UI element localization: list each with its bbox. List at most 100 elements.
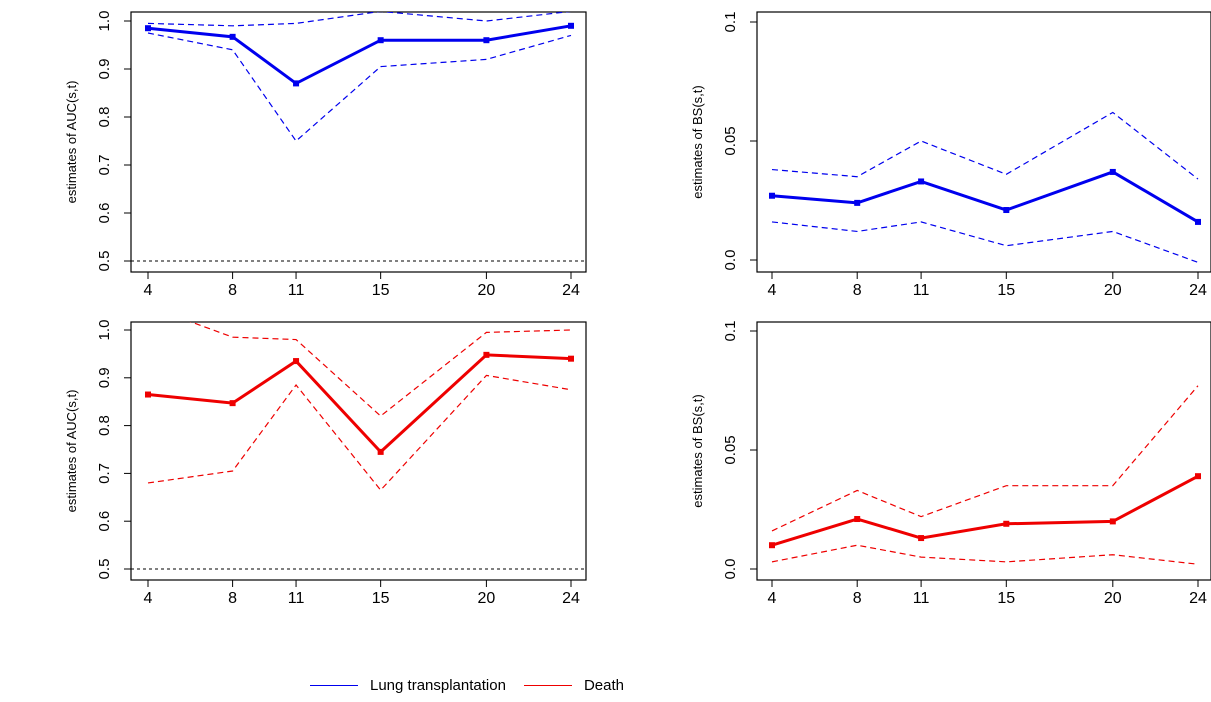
series-line-estimate (147, 24, 572, 86)
y-tick-label: 0.0 (722, 250, 739, 271)
data-point (1109, 168, 1116, 175)
series-line-lower (771, 221, 1199, 263)
x-tick-label: 11 (288, 282, 305, 299)
data-point (145, 391, 151, 398)
legend-item-death: Death (523, 676, 624, 694)
chart-panel-top-right: 4 8 11 15 20 24 0.0 0.05 0.1 estimates of BS(s,t) (690, 11, 1211, 299)
y-tick-label: 0.1 (722, 321, 739, 342)
y-axis-title: estimates of AUC(s,t) (64, 390, 79, 513)
y-tick-label: 0.8 (96, 107, 113, 128)
plot-frame (130, 321, 587, 581)
legend: Lung transplantation Death (310, 674, 630, 696)
y-tick-label: 1.0 (96, 320, 113, 341)
data-point (1003, 207, 1010, 214)
legend-item-lung-transplantation: Lung transplantation (310, 677, 506, 694)
series-line-upper (771, 385, 1199, 532)
legend-label-lung-transplantation: Lung transplantation (370, 676, 506, 694)
data-point (918, 178, 925, 185)
x-tick-label: 24 (1189, 590, 1207, 607)
y-tick-label: 0.1 (722, 12, 739, 33)
data-point (769, 192, 775, 199)
data-point (1109, 518, 1116, 525)
chart-panel-bottom-left: 4 8 11 15 20 24 0.5 0.6 0.7 0.8 0.9 1.0 estimates of… (64, 320, 587, 607)
x-tick-label: 8 (853, 282, 862, 299)
data-point (145, 25, 151, 32)
data-point (769, 542, 775, 549)
series-line-estimate (771, 474, 1199, 547)
data-point (377, 37, 384, 44)
x-tick-label: 20 (478, 282, 496, 299)
data-point (1003, 520, 1010, 527)
data-point (1195, 218, 1201, 225)
x-tick-label: 11 (913, 590, 930, 607)
x-tick-label: 4 (768, 590, 777, 607)
x-tick-label: 24 (562, 590, 580, 607)
y-tick-label: 0.5 (96, 559, 113, 580)
data-point (483, 37, 490, 44)
x-tick-label: 8 (853, 590, 862, 607)
legend-label-death: Death (583, 676, 624, 694)
y-axis-title: estimates of AUC(s,t) (64, 81, 79, 204)
series-group (769, 385, 1201, 565)
chart-panel-bottom-right: 4 8 11 15 20 24 0.0 0.05 0.1 estimates of BS(s,t) (690, 321, 1211, 607)
y-tick-label: 0.6 (96, 203, 113, 224)
data-point (918, 535, 925, 542)
chart-panel-top-left: 4 8 11 15 20 24 0.5 0.6 0.7 0.8 0.9 1.0 estimates of… (64, 11, 587, 299)
y-tick-label: 0.0 (722, 559, 739, 580)
data-point (1195, 473, 1201, 480)
x-tick-label: 24 (1189, 282, 1207, 299)
y-tick-label: 1.0 (96, 11, 113, 32)
x-tick-label: 15 (372, 590, 390, 607)
series-line-lower (771, 544, 1199, 565)
y-tick-label: 0.6 (96, 511, 113, 532)
data-point (568, 355, 574, 362)
data-point (229, 400, 236, 407)
y-tick-label: 0.9 (96, 367, 113, 388)
x-tick-label: 4 (144, 590, 153, 607)
legend-swatch-lung-transplantation (310, 684, 358, 686)
series-group (145, 12, 574, 142)
data-point (483, 351, 490, 358)
y-tick-label: 0.5 (96, 251, 113, 272)
y-axis-title: estimates of BS(s,t) (690, 394, 705, 507)
y-tick-label: 0.9 (96, 59, 113, 80)
series-line-lower (147, 374, 572, 492)
x-tick-label: 8 (228, 590, 237, 607)
y-axis-title: estimates of BS(s,t) (690, 85, 705, 198)
y-tick-label: 0.7 (96, 155, 113, 176)
series-line-upper (771, 111, 1199, 180)
data-point (293, 358, 300, 365)
data-point (377, 448, 384, 455)
data-point (229, 33, 236, 40)
y-tick-label: 0.8 (96, 415, 113, 436)
series-line-upper (189, 322, 572, 417)
y-tick-label: 0.05 (722, 126, 739, 155)
x-tick-label: 15 (372, 282, 390, 299)
plot-frame (756, 11, 1211, 273)
legend-swatch-death (523, 684, 572, 686)
series-group (145, 322, 574, 492)
series-line-estimate (771, 170, 1199, 224)
x-tick-label: 15 (997, 282, 1015, 299)
x-tick-label: 11 (288, 590, 305, 607)
y-tick-label: 0.05 (722, 435, 739, 464)
x-tick-label: 15 (997, 590, 1015, 607)
series-line-estimate (147, 353, 572, 455)
x-tick-label: 20 (478, 590, 496, 607)
x-tick-label: 4 (768, 282, 777, 299)
series-line-upper (147, 12, 572, 27)
series-line-lower (147, 32, 572, 142)
plot-frame (130, 11, 587, 273)
series-group (769, 111, 1201, 263)
data-point (854, 199, 861, 206)
x-tick-label: 4 (144, 282, 153, 299)
x-tick-label: 11 (913, 282, 930, 299)
x-tick-label: 8 (228, 282, 237, 299)
plot-frame (756, 321, 1211, 581)
x-tick-label: 20 (1104, 282, 1122, 299)
data-point (293, 80, 300, 87)
y-tick-label: 0.7 (96, 463, 113, 484)
x-tick-label: 24 (562, 282, 580, 299)
data-point (568, 22, 574, 29)
